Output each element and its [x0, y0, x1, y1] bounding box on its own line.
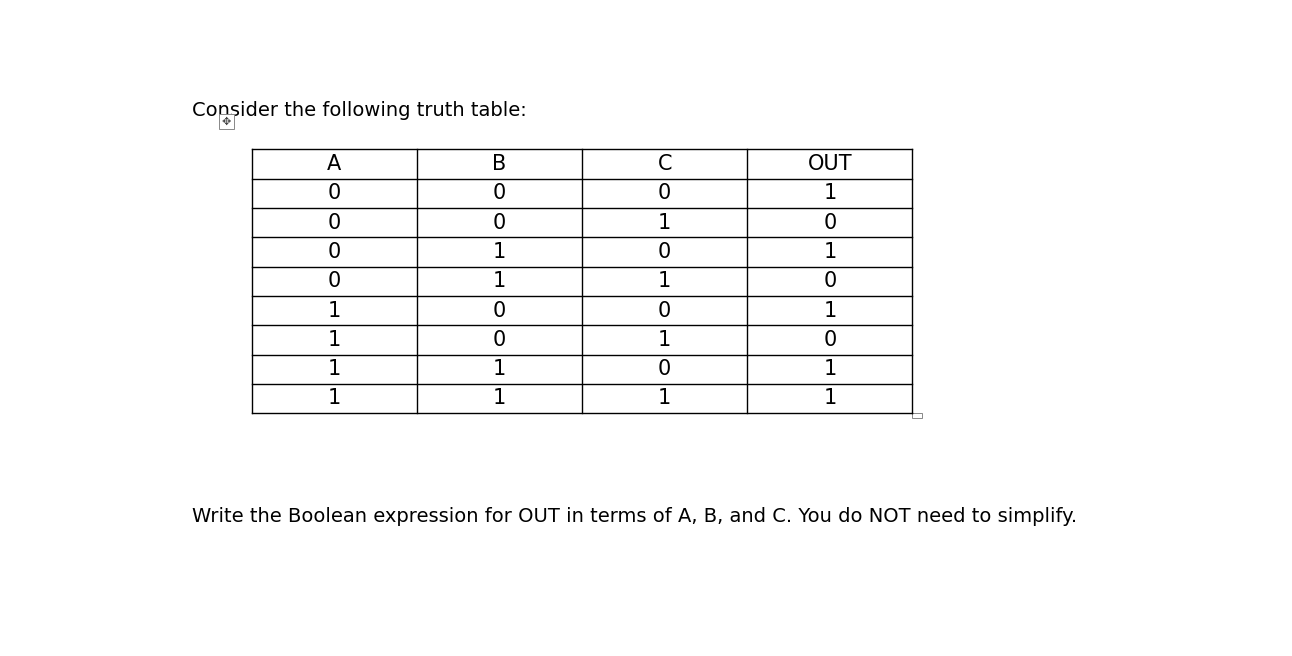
Text: C: C: [658, 154, 672, 174]
Text: 1: 1: [492, 242, 506, 262]
Text: 0: 0: [658, 359, 672, 379]
Text: 0: 0: [658, 300, 672, 321]
Text: 0: 0: [492, 300, 506, 321]
Text: 0: 0: [823, 272, 836, 291]
Bar: [912, 413, 922, 418]
Text: ✥: ✥: [222, 117, 231, 127]
Text: 0: 0: [492, 213, 506, 233]
Text: 1: 1: [328, 359, 341, 379]
Text: 1: 1: [658, 272, 672, 291]
Text: 1: 1: [823, 242, 836, 262]
Text: 0: 0: [658, 184, 672, 203]
Text: 0: 0: [658, 242, 672, 262]
Text: 0: 0: [328, 272, 341, 291]
Text: B: B: [492, 154, 506, 174]
Text: 1: 1: [658, 213, 672, 233]
Text: 1: 1: [823, 184, 836, 203]
Text: 0: 0: [823, 213, 836, 233]
Text: 0: 0: [492, 330, 506, 350]
Text: 0: 0: [823, 330, 836, 350]
Text: 0: 0: [328, 213, 341, 233]
Text: 0: 0: [328, 242, 341, 262]
Text: Write the Boolean expression for OUT in terms of A, B, and C. You do NOT need to: Write the Boolean expression for OUT in …: [191, 506, 1076, 525]
Text: 1: 1: [492, 272, 506, 291]
Text: 1: 1: [328, 330, 341, 350]
Text: 1: 1: [823, 359, 836, 379]
Text: A: A: [327, 154, 341, 174]
Text: 0: 0: [328, 184, 341, 203]
Text: 1: 1: [823, 300, 836, 321]
Text: 1: 1: [328, 300, 341, 321]
Text: 1: 1: [658, 330, 672, 350]
Text: 1: 1: [492, 359, 506, 379]
Text: 1: 1: [328, 388, 341, 409]
Text: Consider the following truth table:: Consider the following truth table:: [191, 102, 526, 121]
Text: 1: 1: [823, 388, 836, 409]
Text: 0: 0: [492, 184, 506, 203]
Text: 1: 1: [658, 388, 672, 409]
Text: OUT: OUT: [808, 154, 853, 174]
Text: 1: 1: [492, 388, 506, 409]
